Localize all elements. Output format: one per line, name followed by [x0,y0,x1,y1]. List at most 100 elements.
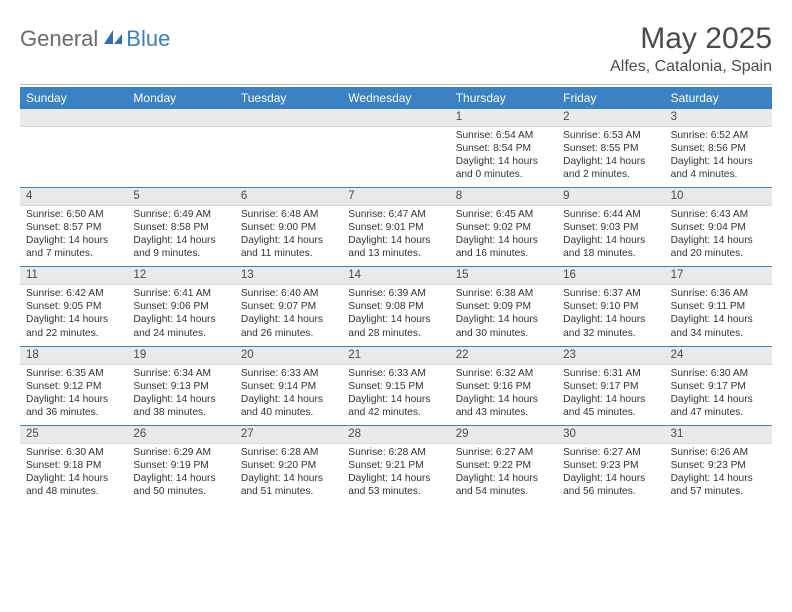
day-number: 29 [450,426,557,443]
calendar-page: General Blue May 2025 Alfes, Catalonia, … [0,0,792,514]
daylight-text: Daylight: 14 hours [456,234,551,247]
day-number: 16 [557,267,664,284]
daylight-text: and 36 minutes. [26,406,121,419]
day-cell: Sunrise: 6:39 AMSunset: 9:08 PMDaylight:… [342,285,449,345]
weekday-header: Sunday Monday Tuesday Wednesday Thursday… [20,87,772,109]
sunset-text: Sunset: 8:55 PM [563,142,658,155]
day-cell: Sunrise: 6:54 AMSunset: 8:54 PMDaylight:… [450,127,557,187]
daylight-text: and 18 minutes. [563,247,658,260]
daylight-text: and 45 minutes. [563,406,658,419]
daylight-text: and 57 minutes. [671,485,766,498]
daylight-text: Daylight: 14 hours [671,234,766,247]
daylight-text: Daylight: 14 hours [671,313,766,326]
sunrise-text: Sunrise: 6:28 AM [348,446,443,459]
sunset-text: Sunset: 9:11 PM [671,300,766,313]
day-cell: Sunrise: 6:44 AMSunset: 9:03 PMDaylight:… [557,206,664,266]
day-cell: Sunrise: 6:30 AMSunset: 9:17 PMDaylight:… [665,365,772,425]
day-number: 18 [20,347,127,364]
sunset-text: Sunset: 9:06 PM [133,300,228,313]
daylight-text: and 26 minutes. [241,327,336,340]
day-cell: Sunrise: 6:53 AMSunset: 8:55 PMDaylight:… [557,127,664,187]
sunrise-text: Sunrise: 6:47 AM [348,208,443,221]
sunset-text: Sunset: 9:23 PM [671,459,766,472]
page-header: General Blue May 2025 Alfes, Catalonia, … [20,22,772,76]
day-cell: Sunrise: 6:31 AMSunset: 9:17 PMDaylight:… [557,365,664,425]
sunset-text: Sunset: 9:12 PM [26,380,121,393]
weekday-label: Wednesday [342,87,449,109]
daylight-text: Daylight: 14 hours [563,472,658,485]
brand-logo: General Blue [20,22,170,52]
day-number: 26 [127,426,234,443]
day-number [127,109,234,126]
day-number: 10 [665,188,772,205]
daylight-text: Daylight: 14 hours [133,234,228,247]
daylight-text: and 28 minutes. [348,327,443,340]
daylight-text: Daylight: 14 hours [133,313,228,326]
daynum-row: 25262728293031 [20,426,772,444]
daylight-text: and 40 minutes. [241,406,336,419]
daylight-text: and 54 minutes. [456,485,551,498]
day-number: 7 [342,188,449,205]
daylight-text: and 48 minutes. [26,485,121,498]
weekday-label: Saturday [665,87,772,109]
sunrise-text: Sunrise: 6:54 AM [456,129,551,142]
day-cell: Sunrise: 6:33 AMSunset: 9:15 PMDaylight:… [342,365,449,425]
sunrise-text: Sunrise: 6:33 AM [241,367,336,380]
sunset-text: Sunset: 9:17 PM [563,380,658,393]
daylight-text: Daylight: 14 hours [133,393,228,406]
sunset-text: Sunset: 9:19 PM [133,459,228,472]
weekday-label: Sunday [20,87,127,109]
day-number: 4 [20,188,127,205]
daylight-text: and 50 minutes. [133,485,228,498]
daylight-text: Daylight: 14 hours [241,472,336,485]
day-number: 14 [342,267,449,284]
daylight-text: Daylight: 14 hours [26,313,121,326]
day-cell [342,127,449,187]
sunrise-text: Sunrise: 6:48 AM [241,208,336,221]
week-body-row: Sunrise: 6:30 AMSunset: 9:18 PMDaylight:… [20,444,772,504]
month-title: May 2025 [610,22,772,56]
sunrise-text: Sunrise: 6:37 AM [563,287,658,300]
day-number: 27 [235,426,342,443]
sunset-text: Sunset: 9:04 PM [671,221,766,234]
sunset-text: Sunset: 8:57 PM [26,221,121,234]
daylight-text: and 53 minutes. [348,485,443,498]
day-number: 11 [20,267,127,284]
location-text: Alfes, Catalonia, Spain [610,58,772,76]
day-number: 31 [665,426,772,443]
daylight-text: and 42 minutes. [348,406,443,419]
day-number: 23 [557,347,664,364]
day-cell: Sunrise: 6:26 AMSunset: 9:23 PMDaylight:… [665,444,772,504]
daynum-row: 11121314151617 [20,267,772,285]
sunset-text: Sunset: 9:10 PM [563,300,658,313]
day-cell: Sunrise: 6:32 AMSunset: 9:16 PMDaylight:… [450,365,557,425]
daylight-text: and 24 minutes. [133,327,228,340]
sunset-text: Sunset: 9:13 PM [133,380,228,393]
daylight-text: Daylight: 14 hours [563,155,658,168]
sunrise-text: Sunrise: 6:52 AM [671,129,766,142]
day-number: 21 [342,347,449,364]
daylight-text: Daylight: 14 hours [133,472,228,485]
sunrise-text: Sunrise: 6:26 AM [671,446,766,459]
day-number: 19 [127,347,234,364]
sunrise-text: Sunrise: 6:41 AM [133,287,228,300]
sunset-text: Sunset: 8:58 PM [133,221,228,234]
day-cell [127,127,234,187]
sunset-text: Sunset: 9:23 PM [563,459,658,472]
sunrise-text: Sunrise: 6:45 AM [456,208,551,221]
week-body-row: Sunrise: 6:42 AMSunset: 9:05 PMDaylight:… [20,285,772,346]
sunrise-text: Sunrise: 6:36 AM [671,287,766,300]
day-number: 6 [235,188,342,205]
daylight-text: Daylight: 14 hours [456,155,551,168]
day-cell: Sunrise: 6:37 AMSunset: 9:10 PMDaylight:… [557,285,664,345]
day-number [235,109,342,126]
sunrise-text: Sunrise: 6:39 AM [348,287,443,300]
day-cell: Sunrise: 6:34 AMSunset: 9:13 PMDaylight:… [127,365,234,425]
daylight-text: Daylight: 14 hours [563,234,658,247]
daylight-text: and 0 minutes. [456,168,551,181]
sunset-text: Sunset: 9:03 PM [563,221,658,234]
daylight-text: and 51 minutes. [241,485,336,498]
calendar-grid: Sunday Monday Tuesday Wednesday Thursday… [20,87,772,504]
sunrise-text: Sunrise: 6:31 AM [563,367,658,380]
daylight-text: and 43 minutes. [456,406,551,419]
